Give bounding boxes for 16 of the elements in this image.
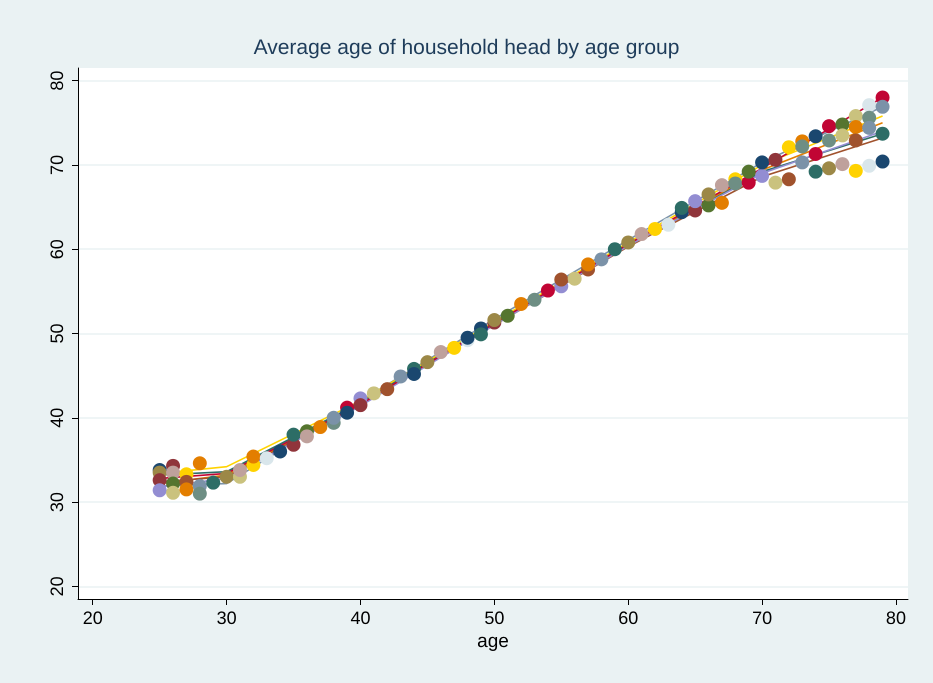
x-tick-label: 80 [886, 608, 906, 628]
x-tick-label: 50 [484, 608, 504, 628]
y-tick-label: 70 [47, 154, 67, 175]
y-tick-label: 40 [47, 408, 67, 428]
x-tick-label: 40 [350, 608, 370, 628]
x-tick-label: 70 [752, 608, 772, 628]
x-axis-title: age [477, 630, 509, 652]
x-tick-label: 30 [216, 608, 237, 628]
x-tick-label: 20 [82, 608, 103, 628]
x-tick-label: 60 [618, 608, 638, 628]
chart-title: Average age of household head by age group [254, 36, 680, 59]
y-tick-label: 20 [47, 576, 67, 596]
y-tick-label: 80 [47, 70, 67, 91]
y-tick-label: 30 [47, 492, 67, 512]
y-tick-label: 60 [47, 239, 67, 260]
y-tick-label: 50 [47, 323, 67, 344]
